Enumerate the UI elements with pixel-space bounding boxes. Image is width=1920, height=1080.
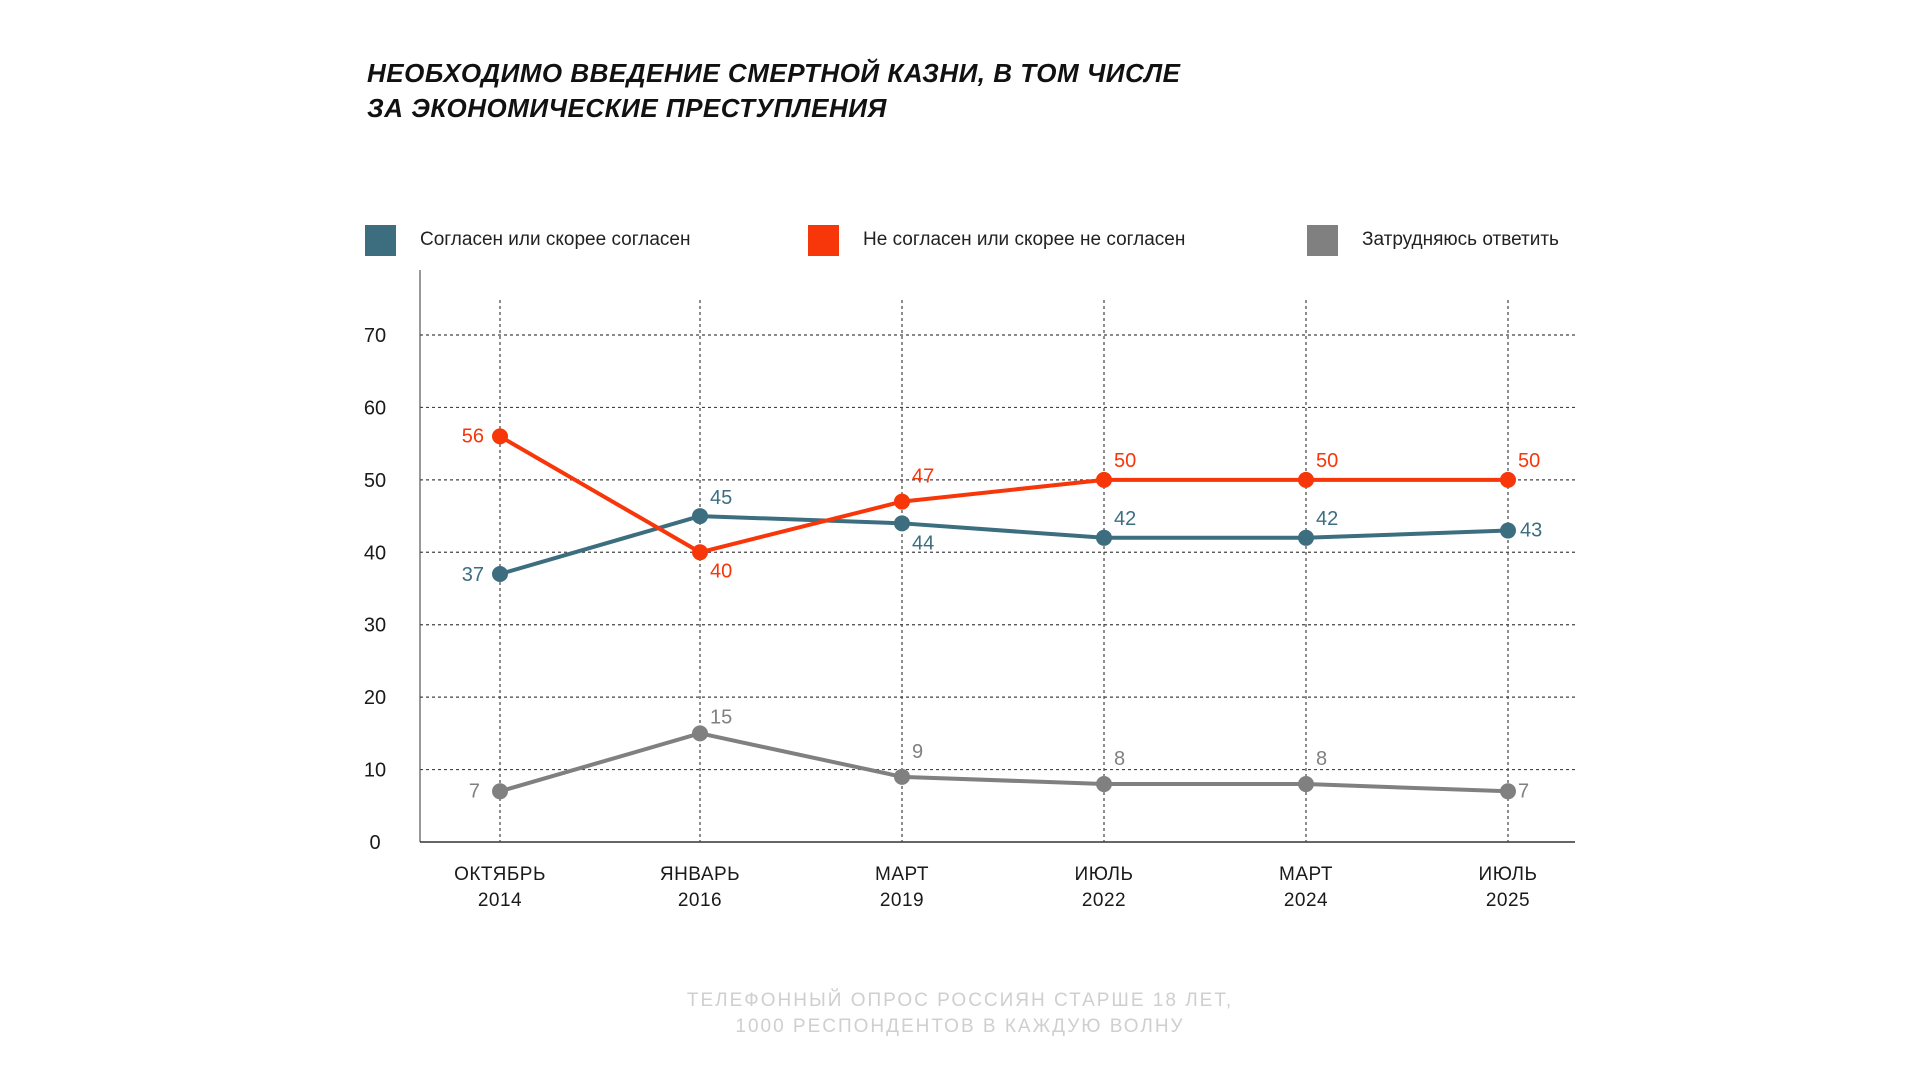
- x-tick-label-month-4: МАРТ: [1279, 864, 1333, 885]
- x-tick-label-year-5: 2025: [1486, 890, 1530, 911]
- data-label-unsure-3: 8: [1114, 748, 1125, 770]
- data-point-unsure-3: [1096, 776, 1112, 793]
- data-point-unsure-2: [894, 768, 910, 785]
- y-tick-label-10: 10: [364, 760, 386, 782]
- y-tick-label-70: 70: [364, 325, 386, 347]
- data-point-agree-5: [1500, 522, 1516, 539]
- y-tick-label-20: 20: [364, 687, 386, 709]
- data-label-disagree-4: 50: [1316, 450, 1338, 472]
- x-tick-label-year-1: 2016: [678, 890, 722, 911]
- data-label-agree-3: 42: [1114, 508, 1136, 530]
- legend-item-unsure: Затрудняюсь ответить: [1307, 223, 1559, 257]
- data-point-agree-1: [692, 508, 708, 525]
- y-tick-label-50: 50: [364, 470, 386, 492]
- x-tick-label-year-0: 2014: [478, 890, 522, 911]
- x-tick-label-month-2: МАРТ: [875, 864, 929, 885]
- data-point-disagree-0: [492, 428, 508, 445]
- x-tick-label-year-3: 2022: [1082, 890, 1126, 911]
- data-point-disagree-3: [1096, 471, 1112, 488]
- data-point-unsure-0: [492, 783, 508, 800]
- chart-title-line-2: ЗА ЭКОНОМИЧЕСКИЕ ПРЕСТУПЛЕНИЯ: [367, 93, 887, 123]
- source-note: ТЕЛЕФОННЫЙ ОПРОС РОССИЯН СТАРШЕ 18 ЛЕТ, …: [560, 988, 1360, 1040]
- chart-title: НЕОБХОДИМО ВВЕДЕНИЕ СМЕРТНОЙ КАЗНИ, В ТО…: [367, 56, 1367, 126]
- data-point-unsure-1: [692, 725, 708, 742]
- legend-swatch-unsure: [1307, 224, 1338, 256]
- data-point-agree-4: [1298, 529, 1314, 546]
- data-point-unsure-4: [1298, 776, 1314, 793]
- data-label-agree-0: 37: [462, 564, 484, 586]
- data-point-disagree-5: [1500, 471, 1516, 488]
- legend: Согласен или скорее согласен Не согласен…: [0, 223, 1920, 257]
- x-tick-label-month-5: ИЮЛЬ: [1479, 864, 1538, 885]
- series-line-agree: [499, 514, 1509, 576]
- x-tick-label-month-1: ЯНВАРЬ: [660, 864, 740, 885]
- legend-label-unsure: Затрудняюсь ответить: [1362, 229, 1559, 250]
- data-label-agree-4: 42: [1316, 508, 1338, 530]
- data-label-agree-2: 44: [912, 532, 934, 554]
- data-point-disagree-2: [894, 493, 910, 510]
- x-tick-label-year-4: 2024: [1284, 890, 1328, 911]
- y-tick-label-0: 0: [369, 832, 380, 854]
- data-label-unsure-1: 15: [710, 706, 732, 728]
- y-tick-label-40: 40: [364, 542, 386, 564]
- data-label-unsure-0: 7: [469, 780, 480, 802]
- data-label-agree-1: 45: [710, 487, 732, 509]
- y-tick-label-30: 30: [364, 615, 386, 637]
- source-note-line-2: 1000 РЕСПОНДЕНТОВ В КАЖДУЮ ВОЛНУ: [735, 1016, 1185, 1037]
- x-tick-label-year-2: 2019: [880, 890, 924, 911]
- data-label-unsure-2: 9: [912, 741, 923, 763]
- x-tick-label-month-0: ОКТЯБРЬ: [454, 864, 546, 885]
- legend-swatch-agree: [365, 224, 396, 256]
- legend-swatch-disagree: [808, 224, 839, 256]
- data-label-disagree-0: 56: [462, 425, 484, 447]
- legend-item-disagree: Не согласен или скорее не согласен: [808, 223, 1185, 257]
- legend-label-disagree: Не согласен или скорее не согласен: [863, 229, 1186, 250]
- data-point-agree-3: [1096, 529, 1112, 546]
- series-line-unsure: [499, 731, 1509, 794]
- data-point-agree-0: [492, 566, 508, 583]
- data-point-unsure-5: [1500, 783, 1516, 800]
- data-label-unsure-4: 8: [1316, 748, 1327, 770]
- data-label-disagree-2: 47: [912, 466, 934, 488]
- legend-item-agree: Согласен или скорее согласен: [365, 223, 690, 257]
- data-label-disagree-5: 50: [1518, 450, 1540, 472]
- data-point-agree-2: [894, 515, 910, 532]
- chart-title-line-1: НЕОБХОДИМО ВВЕДЕНИЕ СМЕРТНОЙ КАЗНИ, В ТО…: [367, 58, 1181, 88]
- data-label-disagree-1: 40: [710, 560, 732, 582]
- data-label-unsure-5: 7: [1518, 780, 1529, 802]
- x-tick-label-month-3: ИЮЛЬ: [1075, 864, 1134, 885]
- y-tick-label-60: 60: [364, 397, 386, 419]
- data-point-disagree-4: [1298, 471, 1314, 488]
- legend-label-agree: Согласен или скорее согласен: [420, 229, 691, 250]
- data-label-agree-5: 43: [1520, 520, 1542, 542]
- data-point-disagree-1: [692, 544, 708, 561]
- source-note-line-1: ТЕЛЕФОННЫЙ ОПРОС РОССИЯН СТАРШЕ 18 ЛЕТ,: [686, 990, 1234, 1011]
- data-label-disagree-3: 50: [1114, 450, 1136, 472]
- series-line-disagree: [498, 434, 1508, 555]
